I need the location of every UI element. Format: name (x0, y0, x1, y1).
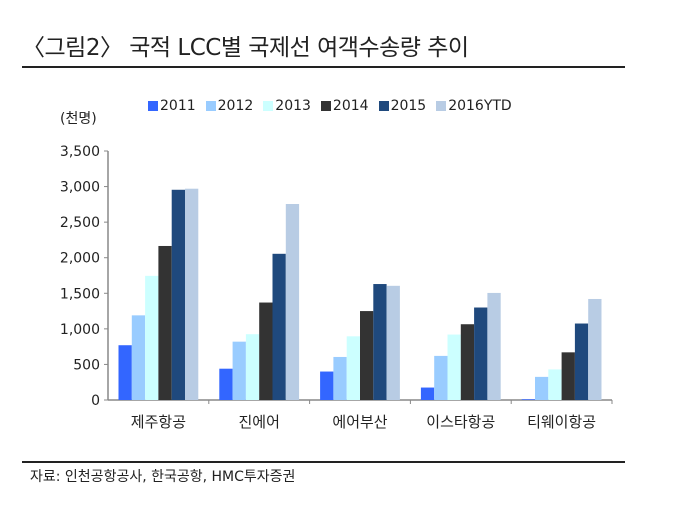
legend-item: 2012 (205, 98, 254, 114)
x-tick-label: 이스타항공 (426, 413, 495, 431)
bar-2013-제주항공 (145, 275, 159, 400)
legend: 2011 2012 2013 2014 2015 2016YTD (148, 98, 512, 114)
bar-2014-진에어 (259, 302, 273, 400)
bar-2013-티웨이항공 (548, 369, 562, 400)
bar-2014-제주항공 (158, 245, 172, 400)
y-tick-label: 3,500 (60, 144, 100, 160)
bar-2011-티웨이항공 (521, 399, 535, 400)
bar-2016YTD-진에어 (285, 204, 300, 400)
bar-2012-이스타항공 (434, 355, 448, 400)
bar-2016YTD-티웨이항공 (588, 298, 602, 400)
bar-2011-제주항공 (118, 345, 132, 400)
bottom-divider (22, 461, 625, 463)
bar-2012-진에어 (232, 341, 246, 400)
legend-swatch (148, 101, 158, 111)
legend-swatch (263, 101, 274, 111)
legend-item: 2016YTD (436, 98, 512, 114)
bar-2011-이스타항공 (420, 387, 435, 400)
legend-label: 2014 (332, 98, 369, 114)
x-tick-label: 진에어 (238, 413, 279, 431)
y-tick-label: 500 (73, 357, 100, 373)
legend-label: 2015 (390, 98, 427, 114)
bar-2014-에어부산 (360, 311, 374, 400)
y-tick-label: 2,000 (60, 251, 100, 267)
bar-2012-에어부산 (333, 356, 347, 400)
bar-2011-진에어 (219, 368, 233, 400)
bar-2015-이스타항공 (474, 307, 488, 400)
bar-2016YTD-이스타항공 (487, 292, 501, 400)
bar-2015-에어부산 (373, 284, 387, 400)
unit-label: (천명) (60, 111, 97, 127)
bar-2013-이스타항공 (447, 334, 461, 400)
bar-2014-티웨이항공 (561, 352, 575, 400)
legend-label: 2013 (275, 98, 311, 114)
bar-2014-이스타항공 (460, 324, 475, 400)
legend-label: 2012 (217, 98, 254, 114)
bar-2011-에어부산 (320, 371, 334, 400)
bar-2016YTD-에어부산 (386, 285, 400, 400)
x-tick-label: 에어부산 (332, 413, 387, 431)
chart-title: 〈그림2〉 국적 LCC별 국제선 여객수송량 추이 (22, 35, 469, 61)
bar-2012-제주항공 (131, 315, 146, 400)
y-tick-label: 0 (91, 393, 100, 409)
legend-item: 2011 (148, 98, 196, 114)
legend-swatch (320, 101, 331, 111)
source-note: 자료: 인천공항공사, 한국공항, HMC투자증권 (30, 469, 296, 485)
y-tick-label: 1,000 (60, 322, 100, 338)
bar-2013-에어부산 (346, 336, 360, 400)
legend-label: 2016YTD (448, 98, 512, 114)
bar-2015-진에어 (272, 253, 286, 400)
bar-2012-티웨이항공 (535, 376, 549, 400)
x-tick-label: 제주항공 (131, 413, 186, 431)
legend-swatch (205, 101, 216, 111)
legend-label: 2011 (160, 98, 196, 114)
x-tick-label: 티웨이항공 (527, 413, 596, 431)
y-tick-label: 2,500 (60, 215, 100, 231)
bar-2015-티웨이항공 (574, 323, 589, 400)
bar-2016YTD-제주항공 (185, 188, 199, 400)
legend-item: 2014 (320, 98, 369, 114)
legend-item: 2015 (378, 98, 427, 114)
legend-swatch (378, 101, 389, 111)
y-tick-label: 1,500 (60, 286, 100, 302)
title-divider (22, 66, 625, 68)
bar-2015-제주항공 (171, 189, 185, 400)
bar-2013-진에어 (245, 334, 260, 400)
legend-item: 2013 (263, 98, 311, 114)
legend-swatch (436, 101, 447, 111)
y-tick-label: 3,000 (60, 180, 100, 196)
